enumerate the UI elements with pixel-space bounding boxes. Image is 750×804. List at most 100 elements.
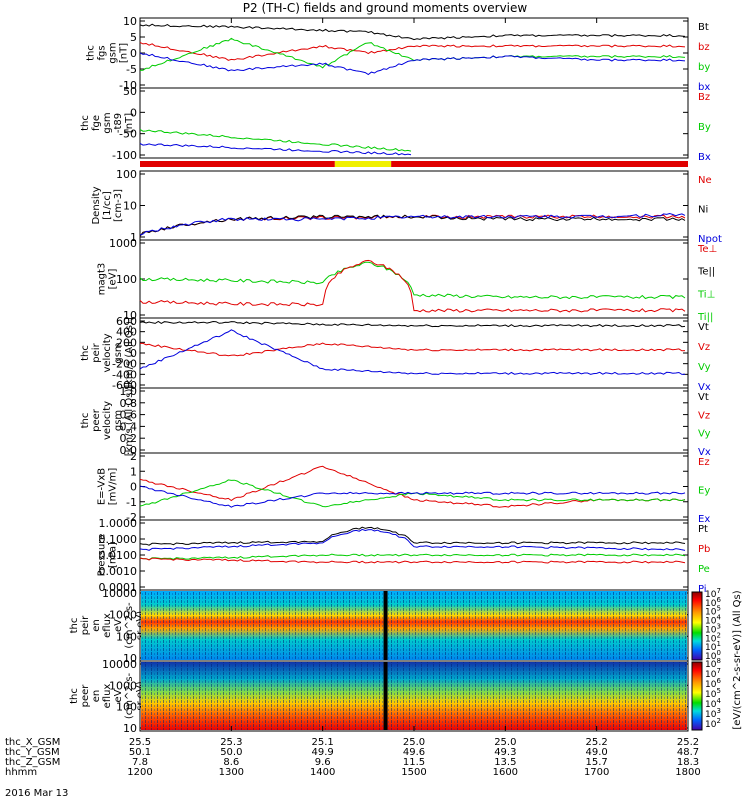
- legend-Vy: Vy: [698, 362, 711, 373]
- y-axis-label: peer: [91, 408, 102, 432]
- spectrogram-gap-peer_spec: [383, 662, 388, 730]
- y-axis-label: magt3: [97, 263, 108, 296]
- y-tick-label: 1000: [109, 609, 137, 622]
- y-tick-label: 0: [130, 106, 137, 119]
- series-efield-Ez: [139, 465, 686, 508]
- y-axis-label: [nT]: [124, 113, 135, 133]
- y-axis-label: gsm: [113, 342, 124, 363]
- y-axis-label: [nT]: [119, 43, 130, 63]
- y-tick-label: -10: [119, 79, 137, 92]
- legend-Bt: Bt: [698, 22, 709, 33]
- y-tick-label: 100: [116, 168, 137, 181]
- ephemeris-value: 8.6: [223, 757, 239, 768]
- y-tick-label: 10: [123, 652, 137, 665]
- series-density-Npot: [139, 212, 686, 236]
- y-axis-label: sr-eV): [135, 681, 146, 710]
- panel-frame-efield: [139, 452, 689, 521]
- spectrogram-noise-peir_spec: [141, 591, 687, 660]
- y-axis-label: gsm: [113, 410, 124, 431]
- y-tick-label: 1000: [109, 237, 137, 250]
- y-tick-label: 0.0010: [99, 565, 138, 578]
- legend-Bz: Bz: [698, 92, 710, 103]
- legend-bz: bz: [698, 42, 710, 53]
- y-tick-label: 100: [116, 273, 137, 286]
- y-axis-label: [1/cc]: [102, 191, 113, 220]
- panel-frame-density: [139, 170, 689, 241]
- legend-Te⊥: Te⊥: [697, 244, 717, 255]
- ephemeris-label: thc_Z_GSM: [5, 757, 60, 768]
- y-axis-label: Density: [91, 186, 102, 224]
- y-tick-label: 0.8: [120, 397, 138, 410]
- legend-Ez: Ez: [698, 457, 710, 468]
- ephemeris-value: 1400: [310, 767, 335, 778]
- y-tick-label: 1: [130, 231, 137, 244]
- y-tick-label: 600: [116, 315, 137, 328]
- colorbar-top: [691, 591, 703, 661]
- y-tick-label: 0: [130, 47, 137, 60]
- series-vi-Vz: [139, 342, 686, 357]
- y-tick-label: 0.0100: [99, 549, 138, 562]
- legend-Pb: Pb: [698, 544, 710, 555]
- ephemeris-value: 25.2: [677, 737, 699, 748]
- y-axis-label: [eV]: [108, 269, 119, 290]
- y-axis-label: eflux: [102, 684, 113, 709]
- ephemeris-value: 1700: [584, 767, 609, 778]
- y-tick-label: 400: [116, 326, 137, 339]
- legend-Pt: Pt: [698, 524, 708, 535]
- series-temp-Ti⊥: [139, 261, 686, 300]
- series-fge-By: [139, 128, 412, 152]
- legend-Vx: Vx: [698, 382, 711, 393]
- y-axis-label: thc: [80, 413, 91, 429]
- panel-frame-vi: [139, 317, 689, 389]
- y-axis-label: thc: [80, 115, 91, 131]
- panel-frame-temp: [139, 239, 689, 319]
- y-tick-label: 100: [116, 630, 137, 643]
- legend-Ey: Ey: [698, 486, 710, 497]
- spectrogram-gap-peir_spec: [383, 591, 388, 660]
- ephemeris-label: hhmm: [5, 767, 37, 778]
- y-tick-label: 1: [130, 465, 137, 478]
- series-pressure-Pt: [139, 526, 686, 546]
- ephemeris-value: 1600: [493, 767, 518, 778]
- ephemeris-value: 1500: [401, 767, 426, 778]
- legend-Vt: Vt: [698, 322, 709, 333]
- y-axis-label: thc: [69, 618, 80, 634]
- ephemeris-value: 1200: [127, 767, 152, 778]
- ephemeris-value: 15.7: [586, 757, 608, 768]
- y-axis-label: [km/s (All Qs)]: [124, 385, 135, 457]
- ephemeris-value: 25.2: [586, 737, 608, 748]
- y-axis-label: peir: [80, 615, 91, 635]
- y-axis-label: en: [91, 619, 102, 632]
- y-tick-label: 10: [123, 309, 137, 322]
- y-axis-label: fgs: [97, 45, 108, 60]
- ephemeris-value: 1300: [219, 767, 244, 778]
- spectrogram-noise-peer_spec: [141, 662, 687, 730]
- series-pressure-Pe: [139, 553, 686, 561]
- legend-Vx: Vx: [698, 447, 711, 458]
- y-tick-label: -600: [112, 379, 137, 392]
- date-label: 2016 Mar 13: [5, 788, 68, 799]
- y-axis-label: eV: [113, 619, 124, 632]
- y-tick-label: 5: [130, 31, 137, 44]
- time-axis: thc_X_GSM 25.5 25.3 25.1 25.0 25.0 25.2 25.2 thc…: [5, 18, 701, 778]
- y-tick-label: -5: [126, 63, 137, 76]
- y-axis-label: [mV/m]: [108, 468, 119, 506]
- ephemeris-value: 25.1: [312, 737, 334, 748]
- y-axis-label: thc: [80, 345, 91, 361]
- series-fgs-by: [139, 37, 686, 71]
- y-tick-label: 50: [123, 85, 137, 98]
- ephemeris-value: 49.0: [586, 747, 608, 758]
- y-tick-label: 1.0000: [99, 517, 138, 530]
- y-axis-label: (cm^2-s-: [124, 602, 135, 649]
- legend-Ti⊥: Ti⊥: [697, 289, 715, 300]
- y-axis-label: en: [91, 690, 102, 703]
- ephemeris-value: 7.8: [132, 757, 148, 768]
- ephemeris-value: 48.7: [677, 747, 699, 758]
- ephemeris-value: 25.0: [403, 737, 425, 748]
- y-axis-label: gsm: [102, 112, 113, 133]
- y-axis-label: sr-eV): [135, 611, 146, 640]
- y-tick-label: -2: [126, 511, 137, 524]
- series-pressure-Pi: [139, 528, 686, 551]
